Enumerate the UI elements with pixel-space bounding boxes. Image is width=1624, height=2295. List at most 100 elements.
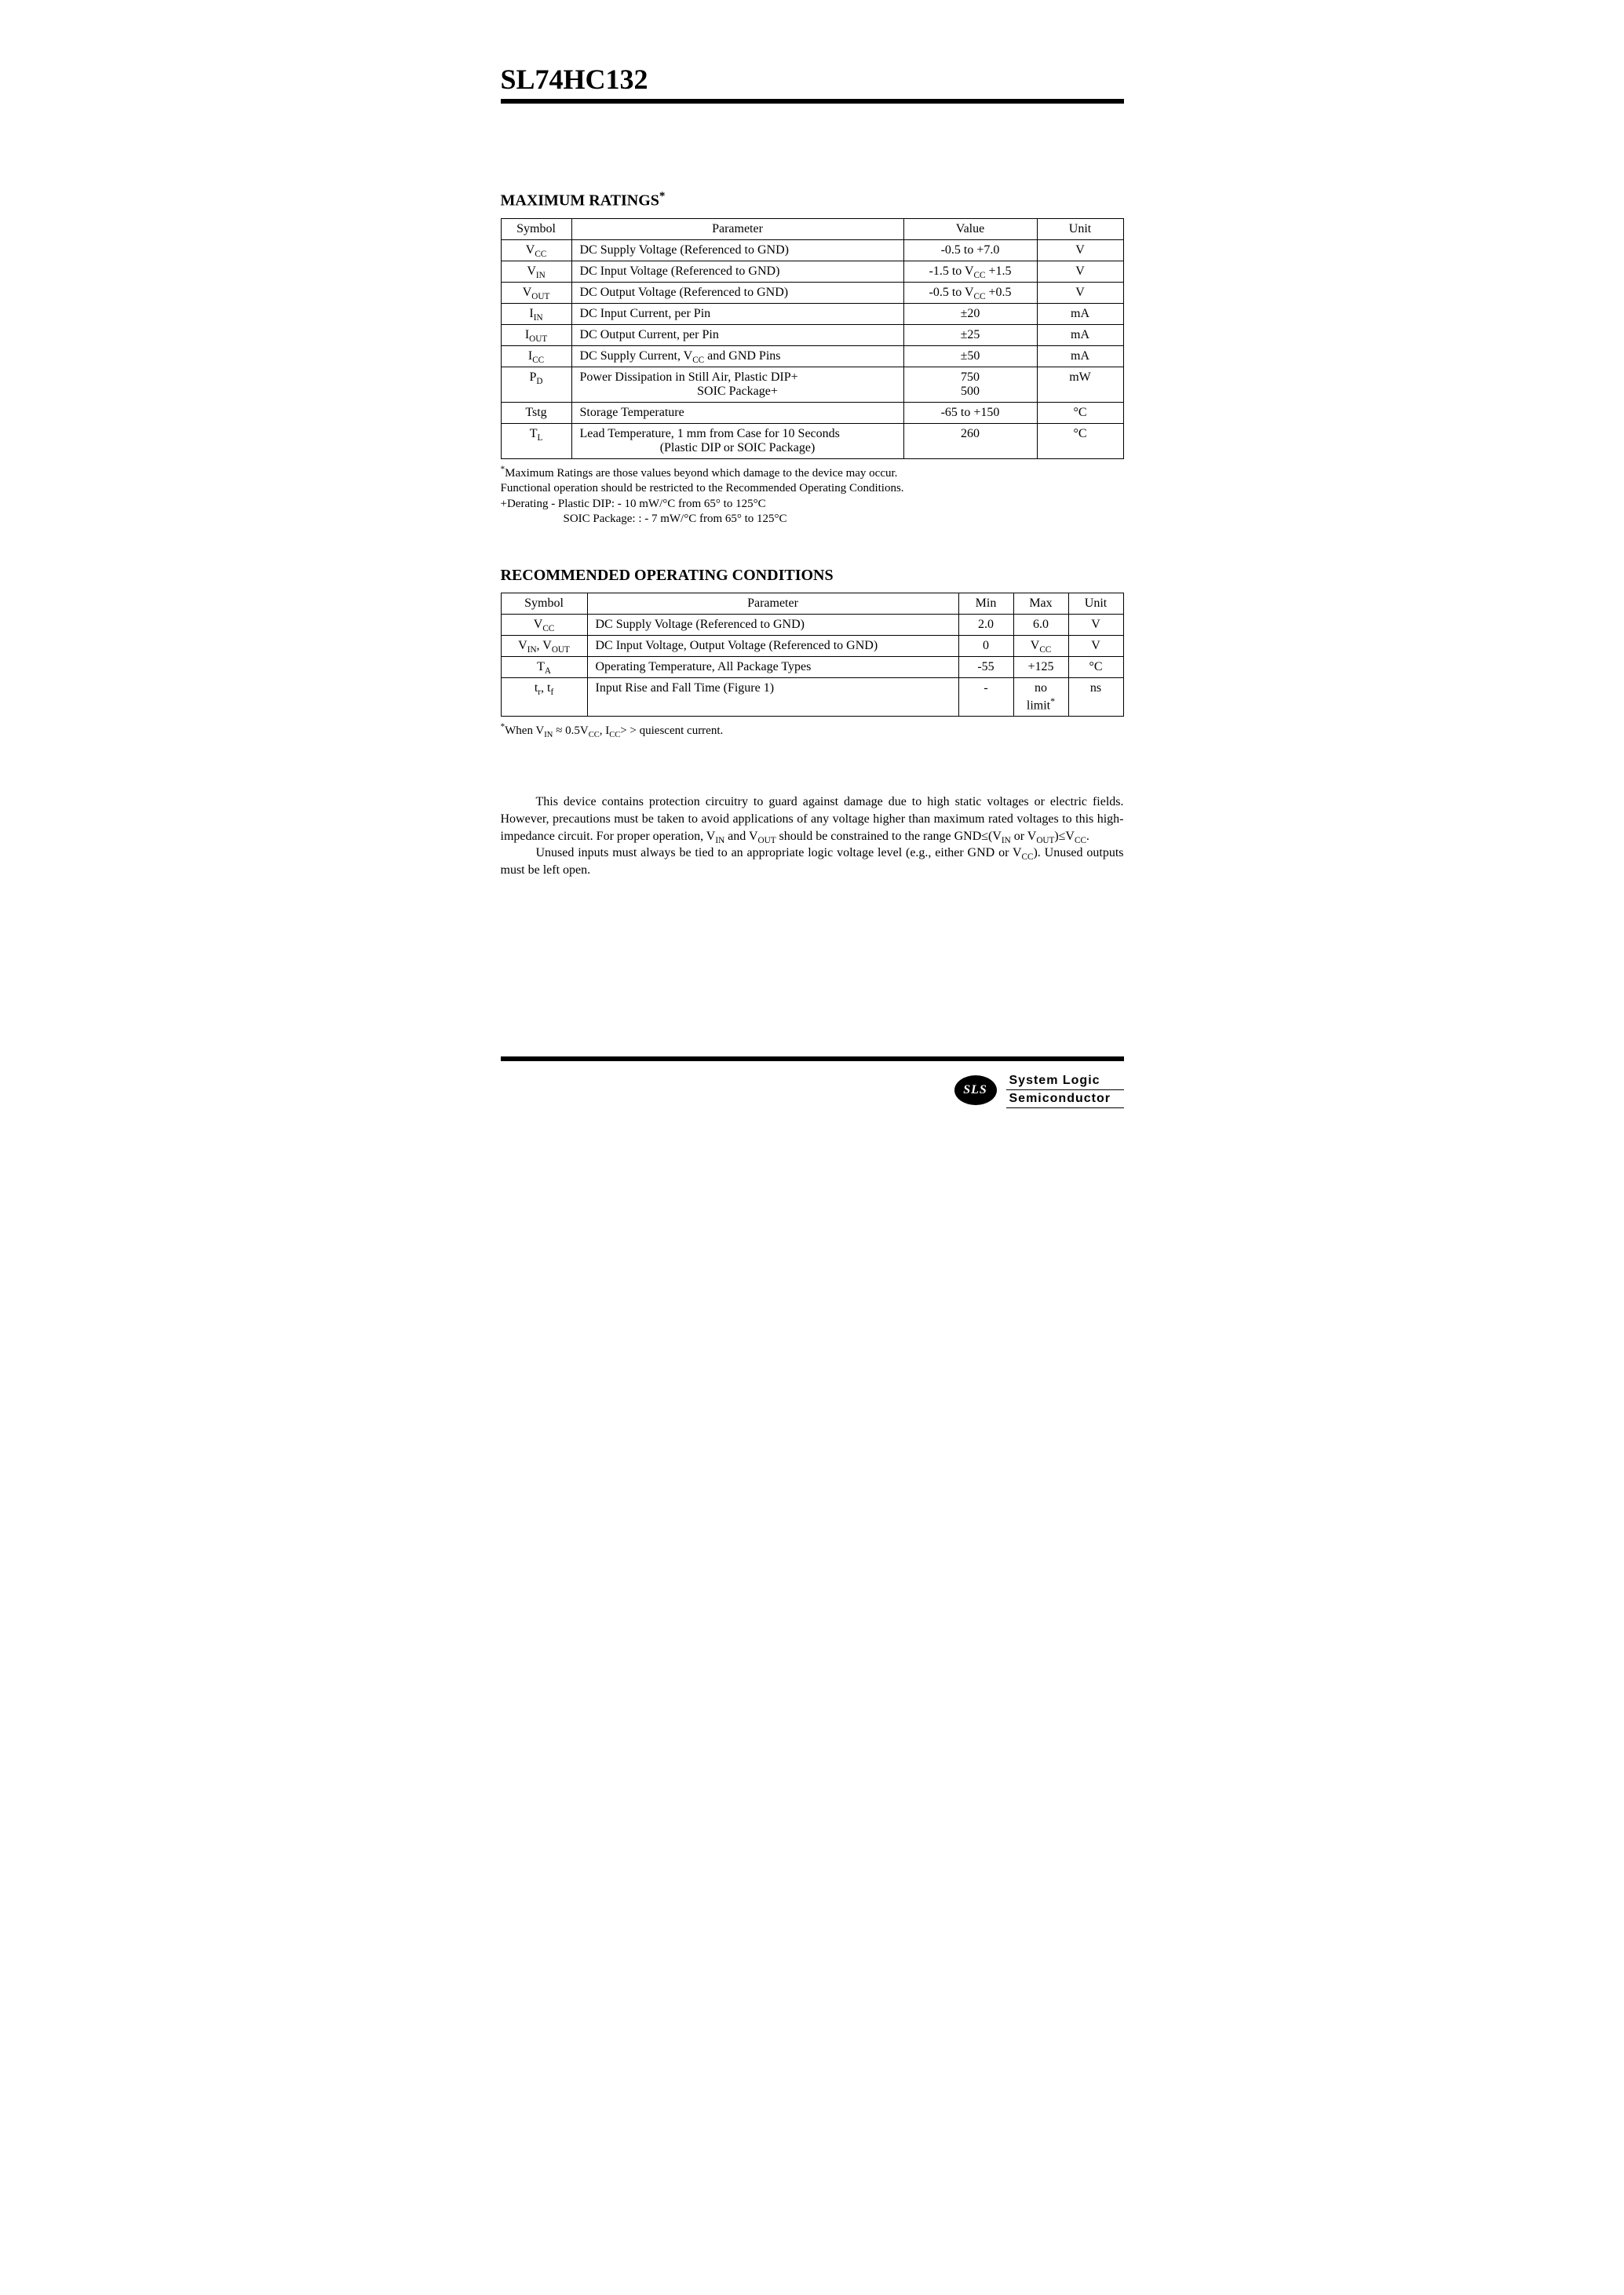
- cell-min: -: [958, 677, 1013, 716]
- cell-max: +125: [1013, 656, 1068, 677]
- col-value: Value: [903, 218, 1037, 239]
- max-ratings-table: Symbol Parameter Value Unit VCCDC Supply…: [501, 218, 1124, 459]
- cell-symbol: ICC: [501, 345, 571, 367]
- cell-max: 6.0: [1013, 614, 1068, 635]
- cell-parameter: Power Dissipation in Still Air, Plastic …: [571, 367, 903, 402]
- table-row: VOUTDC Output Voltage (Referenced to GND…: [501, 282, 1123, 303]
- cell-max: nolimit*: [1013, 677, 1068, 716]
- brand-name: System Logic Semiconductor: [1006, 1072, 1124, 1108]
- table-header-row: Symbol Parameter Min Max Unit: [501, 593, 1123, 614]
- cell-unit: mA: [1037, 345, 1123, 367]
- cell-symbol: Tstg: [501, 402, 571, 423]
- cell-value: ±20: [903, 303, 1037, 324]
- cell-min: 2.0: [958, 614, 1013, 635]
- cell-parameter: DC Input Current, per Pin: [571, 303, 903, 324]
- table-row: TstgStorage Temperature-65 to +150°C: [501, 402, 1123, 423]
- table-row: IOUTDC Output Current, per Pin±25mA: [501, 324, 1123, 345]
- table-row: TLLead Temperature, 1 mm from Case for 1…: [501, 423, 1123, 458]
- cell-unit: V: [1037, 261, 1123, 282]
- footnote: Functional operation should be restricte…: [501, 481, 1124, 497]
- cell-parameter: Storage Temperature: [571, 402, 903, 423]
- cell-unit: mA: [1037, 303, 1123, 324]
- col-symbol: Symbol: [501, 218, 571, 239]
- cell-max: VCC: [1013, 635, 1068, 656]
- page-title: SL74HC132: [501, 63, 1124, 96]
- table-row: VCCDC Supply Voltage (Referenced to GND)…: [501, 239, 1123, 261]
- brand-line2: Semiconductor: [1006, 1090, 1124, 1108]
- table-row: PDPower Dissipation in Still Air, Plasti…: [501, 367, 1123, 402]
- table-row: tr, tfInput Rise and Fall Time (Figure 1…: [501, 677, 1123, 716]
- cell-unit: °C: [1068, 656, 1123, 677]
- cell-parameter: DC Input Voltage, Output Voltage (Refere…: [587, 635, 958, 656]
- sls-logo-icon: SLS: [953, 1074, 998, 1107]
- col-parameter: Parameter: [571, 218, 903, 239]
- table-row: IINDC Input Current, per Pin±20mA: [501, 303, 1123, 324]
- cell-value: 260: [903, 423, 1037, 458]
- cell-value: ±50: [903, 345, 1037, 367]
- header-rule: [501, 99, 1124, 104]
- cell-parameter: DC Supply Voltage (Referenced to GND): [571, 239, 903, 261]
- cell-parameter: DC Output Current, per Pin: [571, 324, 903, 345]
- cell-unit: ns: [1068, 677, 1123, 716]
- cell-symbol: VCC: [501, 239, 571, 261]
- cell-parameter: Operating Temperature, All Package Types: [587, 656, 958, 677]
- footer-rule: [501, 1056, 1124, 1061]
- col-symbol: Symbol: [501, 593, 587, 614]
- table-row: VINDC Input Voltage (Referenced to GND)-…: [501, 261, 1123, 282]
- cell-unit: °C: [1037, 402, 1123, 423]
- cell-symbol: PD: [501, 367, 571, 402]
- cell-unit: V: [1037, 239, 1123, 261]
- table-header-row: Symbol Parameter Value Unit: [501, 218, 1123, 239]
- footnote: SOIC Package: : - 7 mW/°C from 65° to 12…: [501, 512, 1124, 527]
- cell-symbol: VIN, VOUT: [501, 635, 587, 656]
- cell-value: -65 to +150: [903, 402, 1037, 423]
- rec-op-table: Symbol Parameter Min Max Unit VCCDC Supp…: [501, 593, 1124, 717]
- max-ratings-footnotes: *Maximum Ratings are those values beyond…: [501, 464, 1124, 527]
- col-unit: Unit: [1037, 218, 1123, 239]
- body-paragraphs: This device contains protection circuitr…: [501, 794, 1124, 878]
- cell-unit: mW: [1037, 367, 1123, 402]
- sls-logo-text: SLS: [963, 1083, 987, 1097]
- col-max: Max: [1013, 593, 1068, 614]
- cell-unit: °C: [1037, 423, 1123, 458]
- body-paragraph: Unused inputs must always be tied to an …: [501, 845, 1124, 878]
- cell-parameter: DC Input Voltage (Referenced to GND): [571, 261, 903, 282]
- table-row: TAOperating Temperature, All Package Typ…: [501, 656, 1123, 677]
- cell-parameter: Input Rise and Fall Time (Figure 1): [587, 677, 958, 716]
- cell-parameter: DC Output Voltage (Referenced to GND): [571, 282, 903, 303]
- cell-value: 750500: [903, 367, 1037, 402]
- cell-symbol: tr, tf: [501, 677, 587, 716]
- table-row: VIN, VOUTDC Input Voltage, Output Voltag…: [501, 635, 1123, 656]
- cell-unit: V: [1068, 635, 1123, 656]
- cell-symbol: VCC: [501, 614, 587, 635]
- col-parameter: Parameter: [587, 593, 958, 614]
- max-ratings-title: MAXIMUM RATINGS*: [501, 190, 1124, 210]
- page: SL74HC132 MAXIMUM RATINGS* Symbol Parame…: [407, 0, 1218, 1148]
- cell-symbol: TL: [501, 423, 571, 458]
- cell-symbol: VIN: [501, 261, 571, 282]
- cell-min: -55: [958, 656, 1013, 677]
- footer-brand: SLS System Logic Semiconductor: [953, 1072, 1124, 1108]
- brand-line1: System Logic: [1006, 1072, 1124, 1090]
- cell-value: -0.5 to +7.0: [903, 239, 1037, 261]
- cell-parameter: Lead Temperature, 1 mm from Case for 10 …: [571, 423, 903, 458]
- cell-parameter: DC Supply Current, VCC and GND Pins: [571, 345, 903, 367]
- footnote: +Derating - Plastic DIP: - 10 mW/°C from…: [501, 497, 1124, 513]
- table-row: VCCDC Supply Voltage (Referenced to GND)…: [501, 614, 1123, 635]
- cell-value: ±25: [903, 324, 1037, 345]
- cell-parameter: DC Supply Voltage (Referenced to GND): [587, 614, 958, 635]
- table-row: ICCDC Supply Current, VCC and GND Pins±5…: [501, 345, 1123, 367]
- cell-symbol: IOUT: [501, 324, 571, 345]
- cell-value: -0.5 to VCC +0.5: [903, 282, 1037, 303]
- cell-symbol: TA: [501, 656, 587, 677]
- footnote: *Maximum Ratings are those values beyond…: [501, 464, 1124, 482]
- cell-min: 0: [958, 635, 1013, 656]
- cell-unit: mA: [1037, 324, 1123, 345]
- cell-value: -1.5 to VCC +1.5: [903, 261, 1037, 282]
- body-paragraph: This device contains protection circuitr…: [501, 794, 1124, 845]
- cell-symbol: IIN: [501, 303, 571, 324]
- rec-op-title: RECOMMENDED OPERATING CONDITIONS: [501, 567, 1124, 585]
- rec-op-footnote: *When VIN ≈ 0.5VCC, ICC> > quiescent cur…: [501, 721, 1124, 739]
- cell-unit: V: [1068, 614, 1123, 635]
- cell-symbol: VOUT: [501, 282, 571, 303]
